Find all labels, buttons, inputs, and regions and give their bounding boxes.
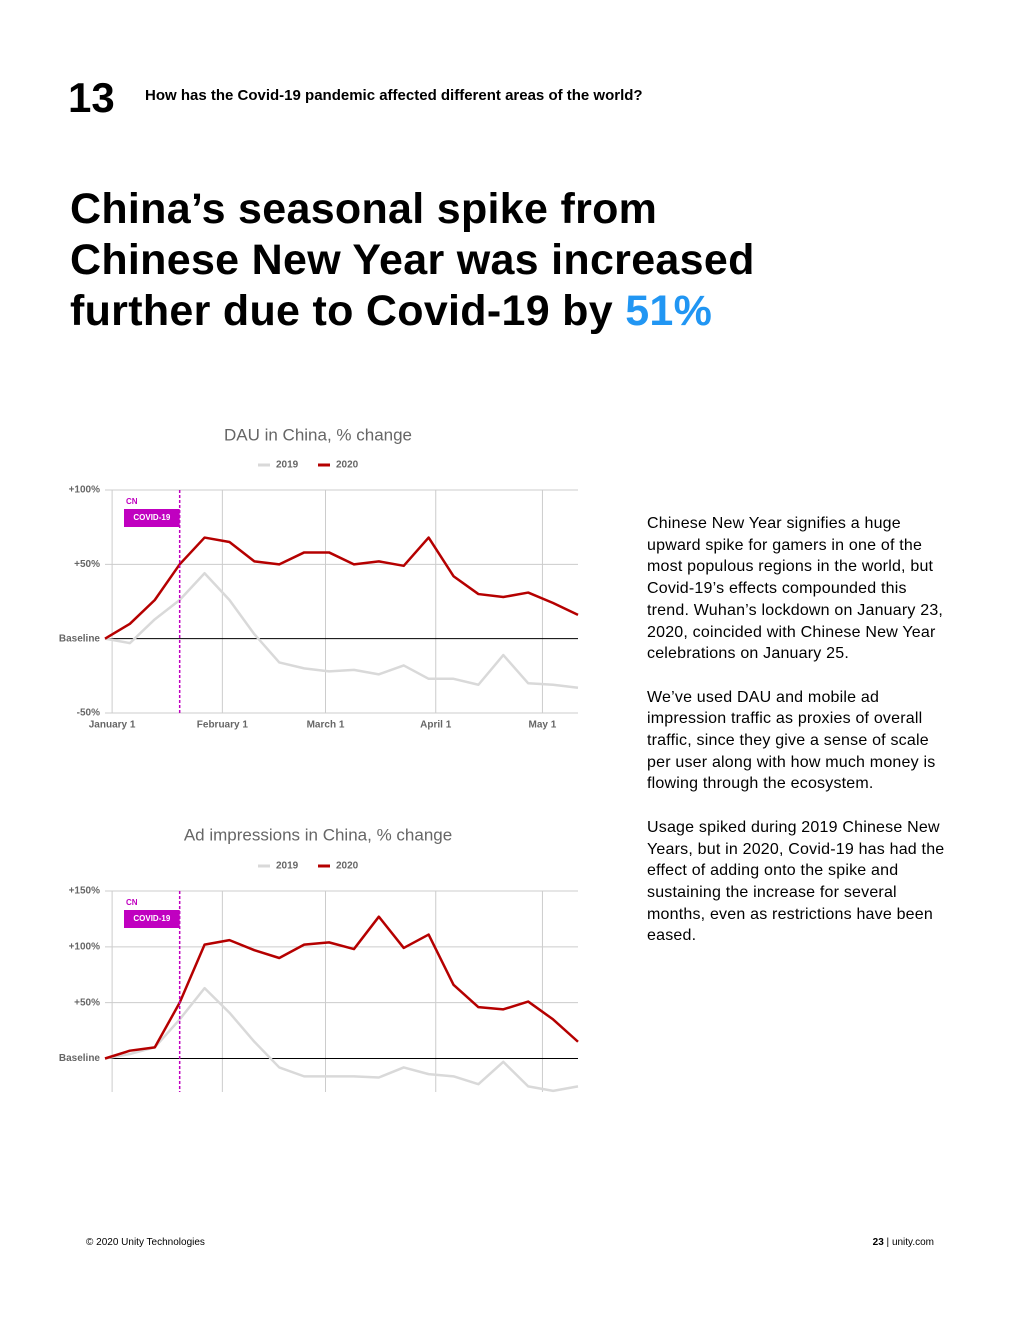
y-tick-label: -50%: [77, 708, 100, 719]
x-tick-label: April 1: [420, 720, 452, 731]
y-tick-label: +50%: [74, 559, 100, 570]
paragraph: Usage spiked during 2019 Chinese New Yea…: [647, 818, 945, 945]
y-tick-label: +100%: [69, 485, 101, 496]
annotation-label: CN: [126, 497, 138, 506]
legend-label: 2019: [276, 861, 299, 872]
x-tick-label: February 1: [197, 720, 249, 731]
paragraph: Chinese New Year signifies a huge upward…: [647, 515, 944, 663]
series-line: [104, 986, 579, 1093]
section-question: How has the Covid-19 pandemic affected d…: [145, 87, 643, 104]
body-text: Chinese New Year signifies a huge upward…: [647, 513, 952, 969]
chart-title: Ad impressions in China, % change: [184, 825, 452, 844]
y-tick-label: Baseline: [59, 633, 101, 644]
footer-copyright: © 2020 Unity Technologies: [86, 1237, 205, 1248]
legend-label: 2020: [336, 460, 359, 471]
series-line: [104, 572, 579, 689]
section-number: 13: [68, 74, 115, 121]
y-tick-label: Baseline: [59, 1053, 101, 1064]
annotation-tag: COVID-19: [133, 513, 170, 522]
headline-highlight: 51%: [625, 287, 713, 335]
y-tick-label: +50%: [74, 997, 100, 1008]
series-line: [104, 536, 579, 640]
chart-title: DAU in China, % change: [224, 425, 412, 444]
footer-site: unity.com: [891, 1237, 934, 1248]
headline-line: China’s seasonal spike from: [70, 185, 658, 233]
footer-right: 23 | unity.com: [872, 1237, 934, 1248]
headline-text: further due to Covid-19 by: [70, 287, 613, 335]
headline-line: further due to Covid-19 by 51%: [70, 286, 755, 337]
annotation-box: [124, 910, 180, 928]
legend-label: 2020: [336, 861, 359, 872]
headline: China’s seasonal spike from Chinese New …: [70, 184, 755, 337]
legend-label: 2019: [276, 460, 299, 471]
x-tick-label: January 1: [89, 720, 136, 731]
y-tick-label: +150%: [69, 886, 101, 897]
headline-line: Chinese New Year was increased: [70, 236, 755, 284]
x-tick-label: March 1: [307, 720, 345, 731]
annotation-box: [124, 509, 180, 527]
paragraph: We’ve used DAU and mobile ad impression …: [647, 688, 936, 793]
y-tick-label: +100%: [69, 941, 101, 952]
series-line: [104, 915, 579, 1060]
page-number: 23: [872, 1237, 884, 1248]
annotation-tag: COVID-19: [133, 914, 170, 923]
annotation-label: CN: [126, 898, 138, 907]
x-tick-label: May 1: [529, 720, 557, 731]
